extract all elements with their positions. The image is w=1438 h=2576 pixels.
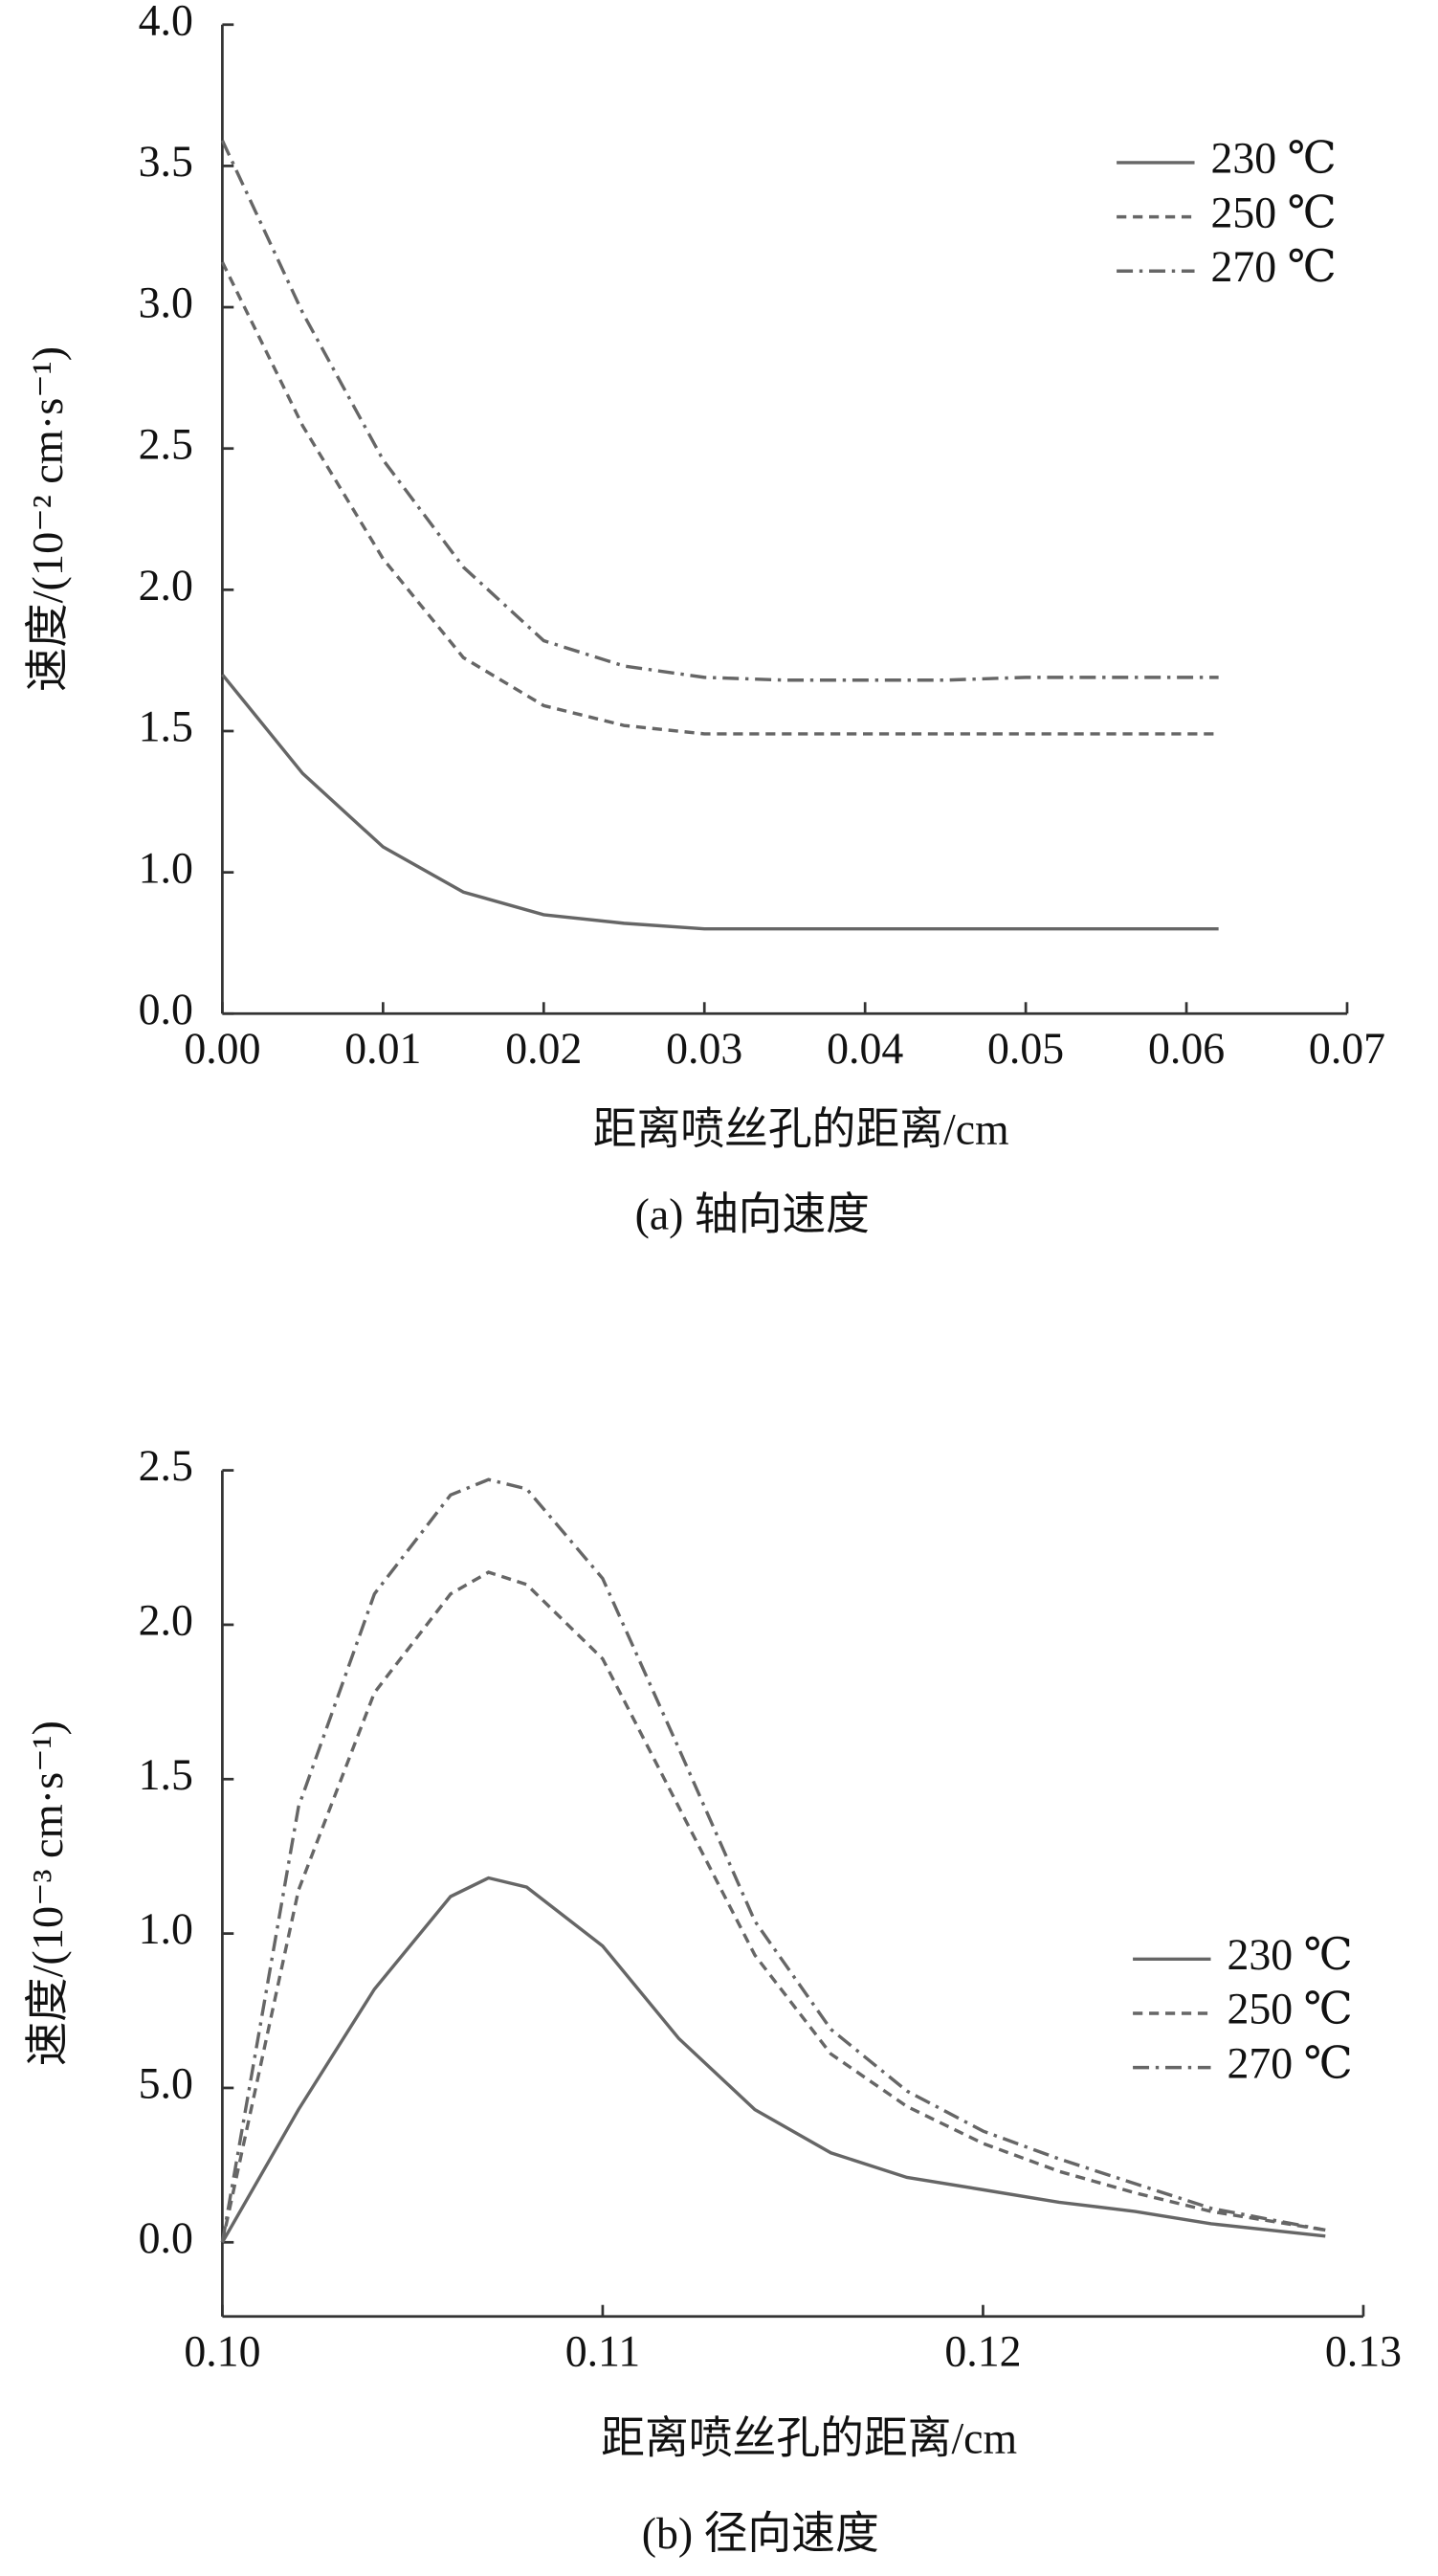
- y-tick-label: 3.5: [139, 137, 193, 186]
- caption: (b) 径向速度: [642, 2509, 879, 2558]
- legend-label: 250 ℃: [1227, 1984, 1352, 2032]
- y-tick-label: 3.0: [139, 278, 193, 326]
- x-tick-label: 0.12: [944, 2326, 1021, 2375]
- x-tick-label: 0.02: [505, 1024, 582, 1073]
- y-tick-label: 2.0: [139, 1595, 193, 1644]
- series-line: [220, 1570, 1326, 2243]
- chart: 0.00 0.01 0.02 0.03 0.04 0.05 0.06 0.07 0.0 1.0 1.…: [23, 0, 1385, 1239]
- y-tick-label: 2.5: [139, 419, 193, 468]
- y-tick-label: 1.0: [139, 843, 193, 892]
- legend-label: 270 ℃: [1211, 242, 1337, 291]
- series-line: [220, 1477, 1326, 2243]
- legend-label: 230 ℃: [1227, 1930, 1352, 1979]
- legend-label: 250 ℃: [1211, 188, 1337, 236]
- y-tick-label: 1.5: [139, 701, 193, 750]
- caption: (a) 轴向速度: [635, 1189, 870, 1238]
- legend-label: 230 ℃: [1211, 133, 1337, 182]
- x-tick-label: 0.07: [1309, 1024, 1385, 1073]
- series-line: [220, 140, 1219, 682]
- y-tick-label: 2.5: [139, 1441, 193, 1490]
- x-tick-label: 0.13: [1325, 2326, 1402, 2375]
- x-tick-label: 0.00: [184, 1024, 260, 1073]
- x-axis-label: 距离喷丝孔的距离/cm: [601, 2413, 1017, 2462]
- x-tick-label: 0.11: [565, 2326, 640, 2375]
- y-axis-label: 速度/(10⁻² cm·s⁻¹): [23, 346, 72, 692]
- y-tick-label: 0.0: [139, 2213, 193, 2262]
- chart: 0.10 0.11 0.12 0.13 0.0 5.0 1.0 1.5 2.0 2.5 距离喷丝孔的…: [23, 1441, 1402, 2558]
- legend-label: 270 ℃: [1227, 2038, 1352, 2087]
- x-tick-label: 0.04: [827, 1024, 903, 1073]
- y-tick-label: 1.5: [139, 1750, 193, 1799]
- y-tick-label: 1.0: [139, 1904, 193, 1953]
- y-axis-label: 速度/(10⁻³ cm·s⁻¹): [23, 1721, 72, 2066]
- x-tick-label: 0.05: [987, 1024, 1064, 1073]
- y-tick-label: 4.0: [139, 0, 193, 44]
- series-line: [221, 673, 1219, 931]
- y-tick-label: 2.0: [139, 561, 193, 610]
- series-line: [220, 1876, 1326, 2244]
- x-tick-label: 0.03: [666, 1024, 742, 1073]
- y-tick-label: 0.0: [139, 985, 193, 1033]
- x-tick-label: 0.10: [184, 2326, 260, 2375]
- x-axis-label: 距离喷丝孔的距离/cm: [593, 1104, 1009, 1153]
- x-tick-label: 0.01: [344, 1024, 421, 1073]
- x-tick-label: 0.06: [1148, 1024, 1225, 1073]
- y-tick-label: 5.0: [139, 2058, 193, 2107]
- series-line: [220, 261, 1219, 736]
